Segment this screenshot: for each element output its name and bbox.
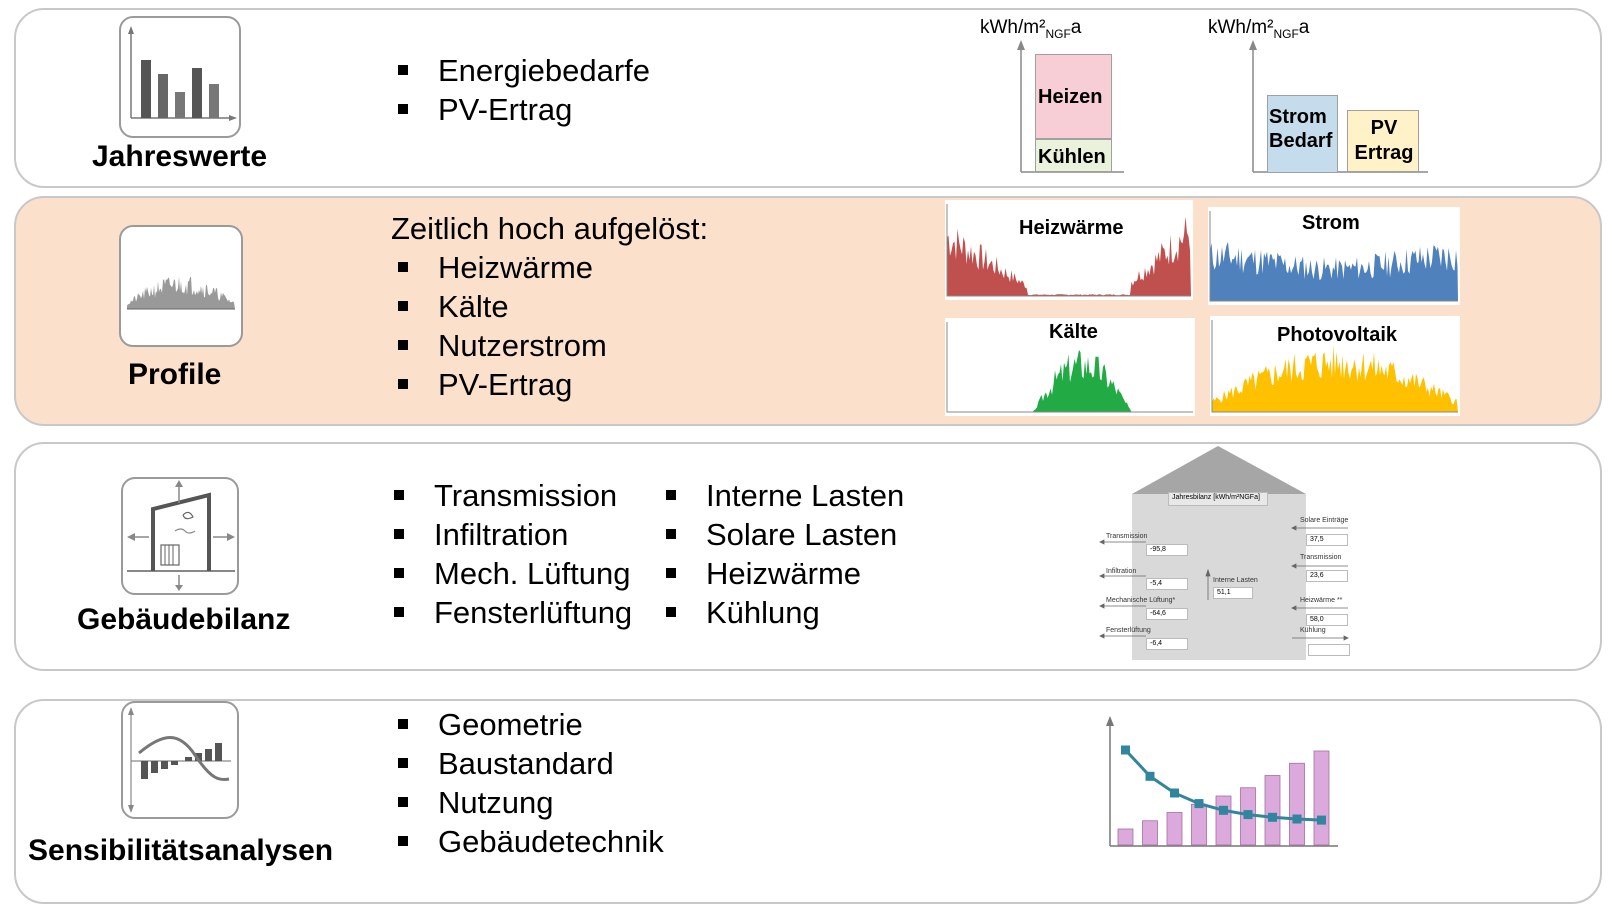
house-left-value: -5,4 <box>1146 578 1188 590</box>
profile-area <box>1210 241 1458 301</box>
bar-chart-icon <box>119 16 241 138</box>
bar <box>1191 803 1207 846</box>
house-left-value: -95,8 <box>1146 544 1188 556</box>
row-title-gebaeudebilanz: Gebäudebilanz <box>77 603 291 636</box>
house-left-value: -6,4 <box>1146 638 1188 650</box>
profile-icon-shape <box>127 276 235 309</box>
axis-left <box>1017 40 1124 173</box>
jahreswerte-bullets: Energiebedarfe PV-Ertrag <box>392 51 650 129</box>
list-item: Heizwärme <box>660 554 904 593</box>
house-right-value: 23,6 <box>1306 570 1348 582</box>
line-point <box>1170 788 1179 798</box>
axis-arrow <box>1106 716 1114 726</box>
list-item: Interne Lasten <box>660 476 904 515</box>
house-left-label: Infiltration <box>1106 568 1137 575</box>
row-title-profile: Profile <box>128 358 222 391</box>
list-item: Heizwärme <box>392 248 607 287</box>
house-right-label: Heizwärme ** <box>1300 597 1343 604</box>
list-item: Mech. Lüftung <box>388 554 632 593</box>
line-point <box>1243 810 1253 820</box>
list-item: Kälte <box>392 287 607 326</box>
profile-lead-text: Zeitlich hoch aufgelöst: <box>391 211 709 246</box>
profile-bullets: Heizwärme Kälte Nutzerstrom PV-Ertrag <box>392 248 607 404</box>
house-center-label: Interne Lasten <box>1213 577 1258 584</box>
line-point <box>1317 815 1326 825</box>
sensitivity-chart <box>1106 716 1338 847</box>
sensibilitaet-bullets: Geometrie Baustandard Nutzung Gebäudetec… <box>392 705 664 861</box>
bar <box>1289 762 1305 846</box>
list-item: Gebäudetechnik <box>392 822 664 861</box>
list-item: Nutzung <box>392 783 664 822</box>
house-flow-arrows <box>1099 525 1349 641</box>
house-header: Jahresbilanz [kWh/m²NGFa] <box>1168 492 1268 506</box>
list-item: Transmission <box>388 476 632 515</box>
house-left-label: Transmission <box>1106 533 1148 540</box>
chart-axis <box>946 322 1193 413</box>
list-item: Energiebedarfe <box>392 51 650 90</box>
row-title-jahreswerte: Jahreswerte <box>92 140 268 173</box>
profile-area <box>1212 345 1458 412</box>
list-item: Fensterlüftung <box>388 593 632 632</box>
house-right-label: Transmission <box>1300 554 1342 561</box>
house-right-value: 37,5 <box>1306 534 1348 546</box>
list-item: Kühlung <box>660 593 904 632</box>
list-item: PV-Ertrag <box>392 90 650 129</box>
building-balance-graphic: Jahresbilanz [kWh/m²NGFa] Transmission -… <box>1096 444 1356 660</box>
house-right-value <box>1308 644 1350 656</box>
chart-axis <box>1209 211 1458 302</box>
line-point <box>1219 805 1228 815</box>
heizen-block: Heizen <box>1035 54 1112 139</box>
kaelte-profile-chart: Kälte <box>945 318 1195 416</box>
list-item: Nutzerstrom <box>392 326 607 365</box>
bar <box>1166 812 1183 846</box>
line-point <box>1145 771 1155 781</box>
unit-label-left: kWh/m²NGFa <box>980 17 1082 41</box>
list-item: Solare Lasten <box>660 515 904 554</box>
list-item: Infiltration <box>388 515 632 554</box>
house-left-value: -64,6 <box>1146 608 1188 620</box>
chart-title: Strom <box>1302 212 1360 234</box>
gebaeudebilanz-bullets-right: Interne Lasten Solare Lasten Heizwärme K… <box>660 476 904 632</box>
strom-profile-chart: Strom <box>1208 207 1460 305</box>
panel-gebaeudebilanz <box>14 442 1602 671</box>
chart-axis <box>1211 320 1458 413</box>
line-point <box>1292 814 1302 824</box>
panel-sensibilitaet <box>14 699 1602 904</box>
list-item: Baustandard <box>392 744 664 783</box>
list-item: Geometrie <box>392 705 664 744</box>
house-right-label: Kühlung <box>1300 627 1326 634</box>
bar <box>1215 795 1232 846</box>
bar <box>1313 750 1330 846</box>
profile-area <box>947 349 1193 412</box>
unit-label-right: kWh/m²NGFa <box>1208 17 1310 41</box>
photovoltaik-profile-chart: Photovoltaik <box>1210 316 1460 416</box>
chart-axis <box>946 204 1191 297</box>
list-item: PV-Ertrag <box>392 365 607 404</box>
chart-title: Kälte <box>1049 321 1098 343</box>
profile-area <box>947 216 1191 296</box>
profile-chart-icon <box>119 225 243 347</box>
strom-bedarf-block: Strom Bedarf <box>1267 95 1338 173</box>
chart-title: Heizwärme <box>1019 217 1124 239</box>
house-right-value: 58,0 <box>1306 614 1348 626</box>
building-balance-icon <box>121 477 239 595</box>
bar <box>1142 820 1158 846</box>
bar <box>1117 828 1134 846</box>
bar <box>1264 775 1281 846</box>
line-point <box>1194 799 1204 809</box>
pv-ertrag-block: PV Ertrag <box>1347 110 1419 172</box>
line-point <box>1268 812 1277 822</box>
row-title-sensibilitaet: Sensibilitätsanalysen <box>28 834 334 867</box>
line-point <box>1121 745 1130 755</box>
house-center-value: 51,1 <box>1213 587 1253 599</box>
house-left-label: Mechanische Lüftung* <box>1106 597 1176 604</box>
house-left-label: Fensterlüftung <box>1106 627 1151 634</box>
chart-title: Photovoltaik <box>1277 324 1398 346</box>
sensitivity-chart-icon <box>121 701 239 819</box>
kuehlen-block: Kühlen <box>1035 139 1112 172</box>
heizwaerme-profile-chart: Heizwärme <box>945 200 1193 300</box>
house-right-label: Solare Einträge <box>1300 517 1349 524</box>
gebaeudebilanz-bullets-left: Transmission Infiltration Mech. Lüftung … <box>388 476 632 632</box>
